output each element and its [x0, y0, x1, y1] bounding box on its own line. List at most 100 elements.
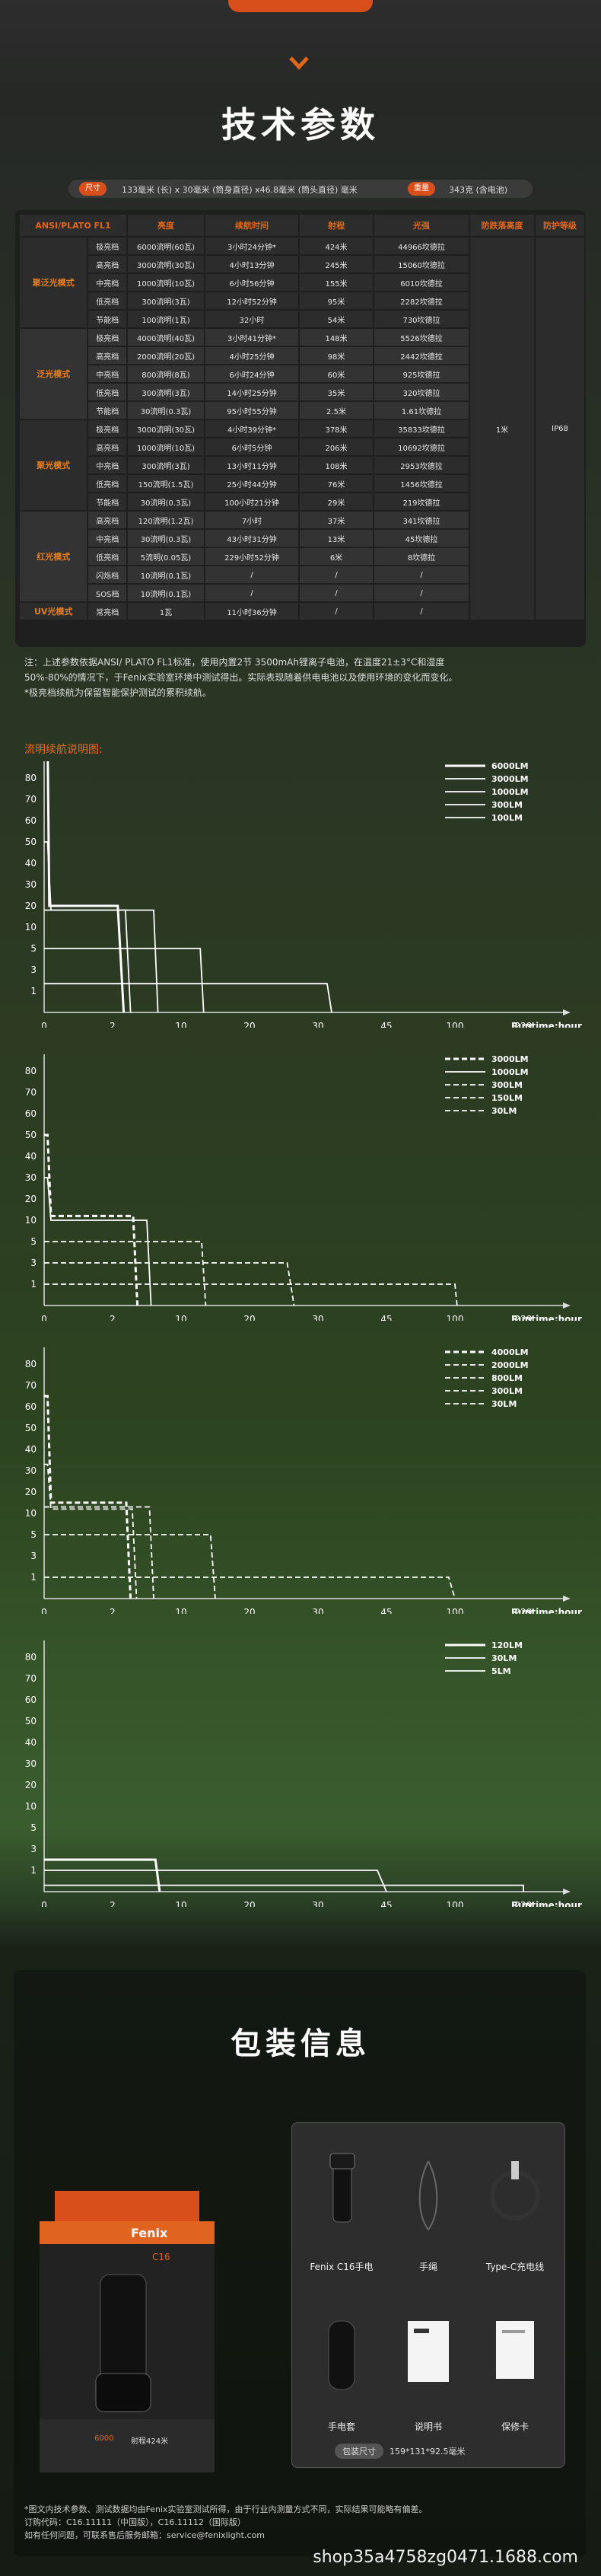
table-row: 高亮档 2000流明(20瓦) 4小时25分钟 98米 2442坎德拉: [20, 347, 584, 364]
watermark: shop35a4758zg0471.1688.com: [313, 2548, 578, 2567]
footer-line-1: *图文内技术参数、测试数据均由Fenix实验室测试所得，由于行业内测量方式不同，…: [24, 2504, 428, 2514]
x-tick-label: 45: [380, 1607, 392, 1614]
table-cell: 10流明(0.1瓦): [128, 585, 204, 601]
footer-line-2: 订购代码：C16.11111（中国版），C16.11112（国际版）: [24, 2517, 246, 2527]
table-cell: /: [300, 566, 373, 583]
item-flashlight: Fenix C16手电: [300, 2138, 383, 2291]
y-tick-label: 40: [25, 1444, 37, 1455]
table-cell: 229小时52分钟: [205, 548, 298, 565]
y-tick-label: 3: [30, 1258, 37, 1268]
y-tick-label: 90: [25, 1054, 37, 1055]
y-tick-label: 30: [25, 1758, 37, 1769]
table-cell: 30流明(0.3瓦): [128, 402, 204, 419]
package-contents: Fenix C16手电 手绳 Type-C充电线 手电套 说明书 保修卡: [291, 2122, 565, 2468]
y-tick-label: 90: [25, 761, 37, 762]
table-row: 节能档 30流明(0.3瓦) 95小时55分钟 2.5米 1.61坎德拉: [20, 402, 584, 419]
table-cell: 2000流明(20瓦): [128, 347, 204, 364]
x-tick-label: 2: [110, 1607, 116, 1614]
table-cell: 6米: [300, 548, 373, 565]
y-tick-label: 10: [25, 1215, 37, 1226]
x-tick-label: 0: [41, 1900, 47, 1907]
y-tick-label: 50: [25, 1716, 37, 1726]
item-label: 保修卡: [501, 2421, 529, 2432]
y-tick-label: 1: [30, 986, 37, 996]
table-cell: 219坎德拉: [374, 493, 469, 510]
y-tick-label: 60: [25, 1108, 37, 1119]
table-row: 中亮档 1000流明(10瓦) 6小时56分钟 155米 6010坎德拉: [20, 274, 584, 291]
series-line: [44, 1463, 138, 1599]
weight-value: 343克 (含电池): [449, 185, 508, 195]
mode-label: 红光模式: [20, 512, 87, 601]
x-tick-label: 229: [515, 1314, 533, 1321]
legend-label: 100LM: [491, 813, 523, 823]
y-tick-label: 5: [30, 1822, 37, 1833]
table-cell: /: [374, 566, 469, 583]
holster-icon: [328, 2320, 355, 2390]
table-cell: 低亮档: [88, 292, 126, 309]
table-cell: SOS档: [88, 585, 126, 601]
y-tick-label: 5: [30, 1529, 37, 1540]
table-cell: /: [300, 603, 373, 620]
table-cell: 高亮档: [88, 256, 126, 273]
legend-label: 800LM: [491, 1373, 523, 1383]
table-cell: 5526坎德拉: [374, 329, 469, 346]
weight-tag: 重量: [408, 182, 435, 196]
table-cell: /: [205, 585, 298, 601]
y-tick-label: 5: [30, 1236, 37, 1247]
product-box: Fenix C16 6000 射程424米: [24, 2191, 222, 2480]
y-tick-label: 30: [25, 1465, 37, 1476]
table-cell: 极亮档: [88, 329, 126, 346]
table-cell: 节能档: [88, 311, 126, 327]
y-tick-label: 40: [25, 1151, 37, 1162]
table-header: 防跌落高度: [470, 215, 534, 236]
package-size-value: 159*131*92.5毫米: [390, 2447, 466, 2456]
table-cell: 300流明(3瓦): [128, 457, 204, 473]
y-tick-label: 80: [25, 773, 37, 783]
chart-floodlight: Output:%Runtime:hour02102030451002291009…: [8, 1347, 593, 1614]
table-cell: 13米: [300, 530, 373, 547]
table-cell: 14小时25分钟: [205, 384, 298, 400]
series-line: [44, 1577, 456, 1599]
table-cell: 341坎德拉: [374, 512, 469, 528]
x-tick-label: 100: [447, 1607, 464, 1614]
box-model: C16: [152, 2252, 170, 2262]
table-cell: 300流明(3瓦): [128, 292, 204, 309]
legend-label: 3000LM: [491, 774, 529, 784]
table-cell: 常亮档: [88, 603, 126, 620]
table-cell: 30流明(0.3瓦): [128, 493, 204, 510]
x-axis-arrow: [563, 1302, 571, 1309]
note-line-1: 注：上述参数依据ANSI/ PLATO FL1标准，使用内置2节 3500mAh…: [24, 657, 445, 668]
chart-red-light: Output:%Runtime:hour02102030451002291009…: [8, 1640, 593, 1907]
x-tick-label: 100: [447, 1900, 464, 1907]
y-tick-label: 70: [25, 1673, 37, 1684]
y-tick-label: 1: [30, 1865, 37, 1876]
y-tick-label: 60: [25, 1694, 37, 1705]
table-cell: 1米: [470, 238, 534, 620]
legend-label: 120LM: [491, 1640, 523, 1650]
table-cell: 4小时39分钟*: [205, 420, 298, 437]
runtime-title: 流明续航说明图:: [24, 744, 103, 756]
table-row: 低亮档 150流明(1.5瓦) 25小时44分钟 76米 1456坎德拉: [20, 475, 584, 492]
table-cell: 29米: [300, 493, 373, 510]
table-cell: 6010坎德拉: [374, 274, 469, 291]
table-cell: 320坎德拉: [374, 384, 469, 400]
package-size-tag: 包装尺寸: [335, 2444, 383, 2459]
series-line: [44, 1870, 387, 1892]
y-tick-label: 60: [25, 1401, 37, 1412]
table-cell: 高亮档: [88, 347, 126, 364]
y-tick-label: 80: [25, 1359, 37, 1369]
table-cell: 1000流明(10瓦): [128, 274, 204, 291]
table-cell: 4小时13分钟: [205, 256, 298, 273]
y-tick-label: 3: [30, 1551, 37, 1561]
table-cell: 155米: [300, 274, 373, 291]
table-cell: 925坎德拉: [374, 365, 469, 382]
table-cell: 7小时: [205, 512, 298, 528]
table-cell: 35833坎德拉: [374, 420, 469, 437]
x-tick-label: 10: [175, 1314, 186, 1321]
x-tick-label: 20: [243, 1900, 255, 1907]
package-title: 包装信息: [231, 2026, 370, 2061]
table-cell: 15060坎德拉: [374, 256, 469, 273]
item-label: 手绳: [418, 2262, 437, 2272]
table-cell: 闪烁档: [88, 566, 126, 583]
table-row: 聚光模式 极亮档 3000流明(30瓦) 4小时39分钟* 378米 35833坎德拉: [20, 420, 584, 510]
